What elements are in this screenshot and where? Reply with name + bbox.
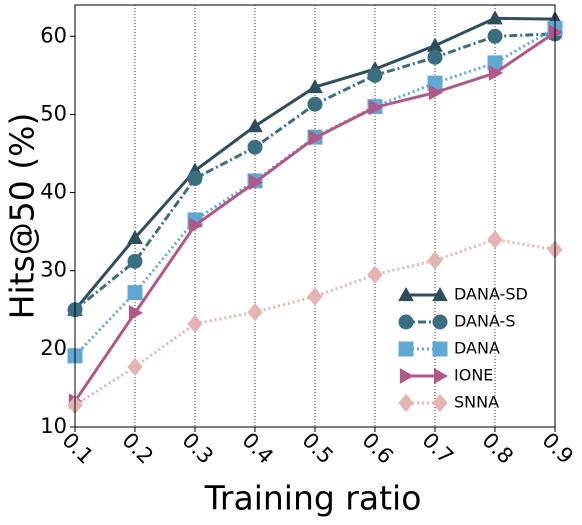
marker <box>247 139 263 155</box>
marker <box>368 99 384 116</box>
legend-marker <box>398 286 414 302</box>
marker <box>308 130 324 146</box>
marker <box>127 285 143 301</box>
marker <box>127 357 143 377</box>
series-line <box>73 27 556 357</box>
x-tick-label: 0.6 <box>357 428 398 469</box>
marker <box>187 314 203 334</box>
x-tick-label: 0.9 <box>537 428 578 469</box>
marker <box>248 174 264 191</box>
y-tick-label: 10 <box>40 414 67 438</box>
marker <box>127 253 143 269</box>
x-tick-label: 0.5 <box>297 428 338 469</box>
marker <box>307 287 323 306</box>
legend-marker <box>398 341 414 357</box>
marker <box>307 96 323 112</box>
y-tick-label: 30 <box>40 258 67 282</box>
y-tick-label: 60 <box>40 23 67 47</box>
marker <box>127 229 143 244</box>
series-line <box>74 237 556 407</box>
legend-marker <box>432 341 448 357</box>
marker <box>367 67 383 83</box>
marker <box>488 65 504 81</box>
x-tick-label: 0.4 <box>237 428 278 469</box>
marker <box>548 24 564 41</box>
legend-marker <box>433 368 449 384</box>
y-tick-label: 50 <box>40 101 67 125</box>
y-tick-label: 20 <box>40 336 67 360</box>
marker <box>307 79 323 94</box>
marker <box>427 251 443 270</box>
legend-marker <box>399 368 415 384</box>
x-tick-label: 0.8 <box>477 428 518 469</box>
marker <box>247 118 263 133</box>
legend-marker <box>432 393 448 413</box>
legend-marker <box>432 314 448 330</box>
marker <box>487 230 503 249</box>
marker <box>487 10 503 25</box>
legend-marker <box>398 314 414 330</box>
x-tick-label: 0.7 <box>417 428 458 469</box>
marker <box>187 170 203 186</box>
legend-label: IONE <box>454 366 493 385</box>
marker <box>128 305 144 321</box>
y-tick-label: 40 <box>40 180 67 204</box>
x-tick-label: 0.2 <box>117 428 158 469</box>
x-tick-label: 0.3 <box>177 428 218 469</box>
marker <box>428 84 444 101</box>
marker <box>247 302 263 322</box>
marker <box>188 217 204 234</box>
legend-label: DANA-S <box>454 312 515 331</box>
x-axis-label: Training ratio <box>204 479 422 518</box>
legend-label: SNNA <box>454 393 499 412</box>
legend-label: DANA <box>454 339 500 358</box>
legend-marker <box>398 393 414 413</box>
marker <box>427 49 443 65</box>
series-line <box>74 32 556 311</box>
y-axis-label: Hits@50 (%) <box>3 113 42 320</box>
plot-frame <box>74 4 556 428</box>
marker <box>367 265 383 284</box>
marker <box>487 28 503 44</box>
legend-label: DANA-SD <box>454 285 528 304</box>
legend-marker <box>432 286 448 302</box>
